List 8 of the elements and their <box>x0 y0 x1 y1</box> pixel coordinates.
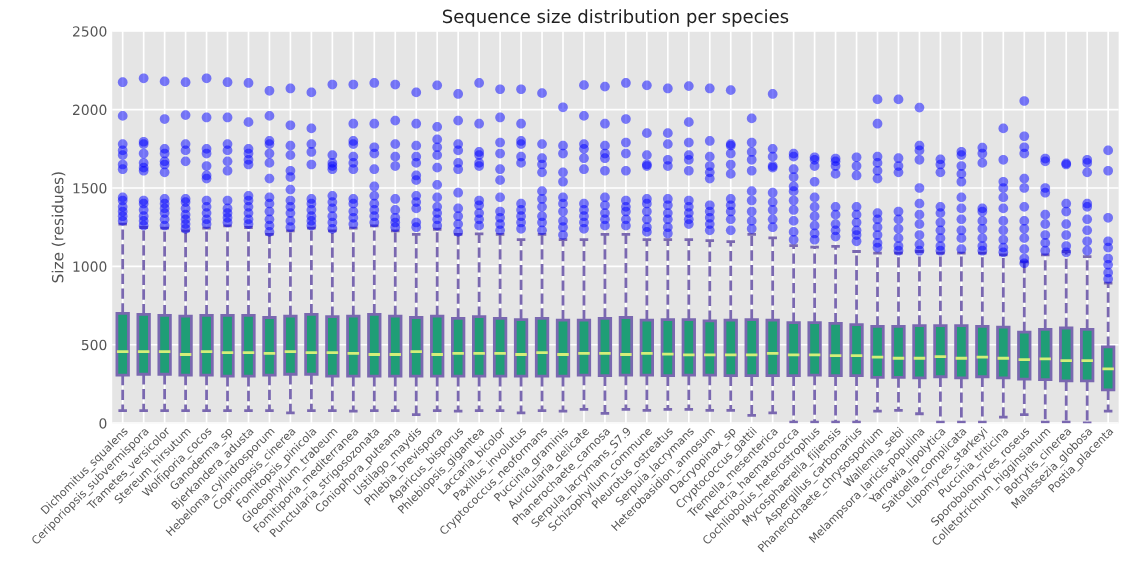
y-tick-label: 1500 <box>73 182 107 194</box>
y-tick-label: 1000 <box>73 261 107 272</box>
chart-title: Sequence size distribution per species <box>442 9 789 27</box>
y-tick-label: 2500 <box>73 26 107 37</box>
y-tick-label: 500 <box>81 339 107 351</box>
y-tick-label: 2000 <box>73 104 107 116</box>
y-tick-label: 0 <box>99 418 107 429</box>
y-axis-title: Size (residues) <box>51 172 66 283</box>
